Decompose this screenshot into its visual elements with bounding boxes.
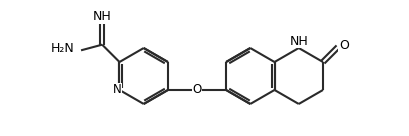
Text: O: O (192, 84, 201, 96)
Text: H₂N: H₂N (51, 42, 74, 55)
Text: O: O (338, 39, 348, 52)
Text: NH: NH (92, 10, 111, 24)
Text: NH: NH (289, 35, 308, 48)
Text: N: N (113, 84, 121, 96)
